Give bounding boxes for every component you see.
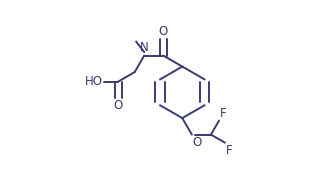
Text: F: F <box>226 144 233 157</box>
Text: HO: HO <box>85 75 103 88</box>
Text: O: O <box>159 25 168 38</box>
Text: F: F <box>220 107 227 120</box>
Text: N: N <box>140 41 149 54</box>
Text: O: O <box>193 136 202 149</box>
Text: O: O <box>114 99 123 112</box>
